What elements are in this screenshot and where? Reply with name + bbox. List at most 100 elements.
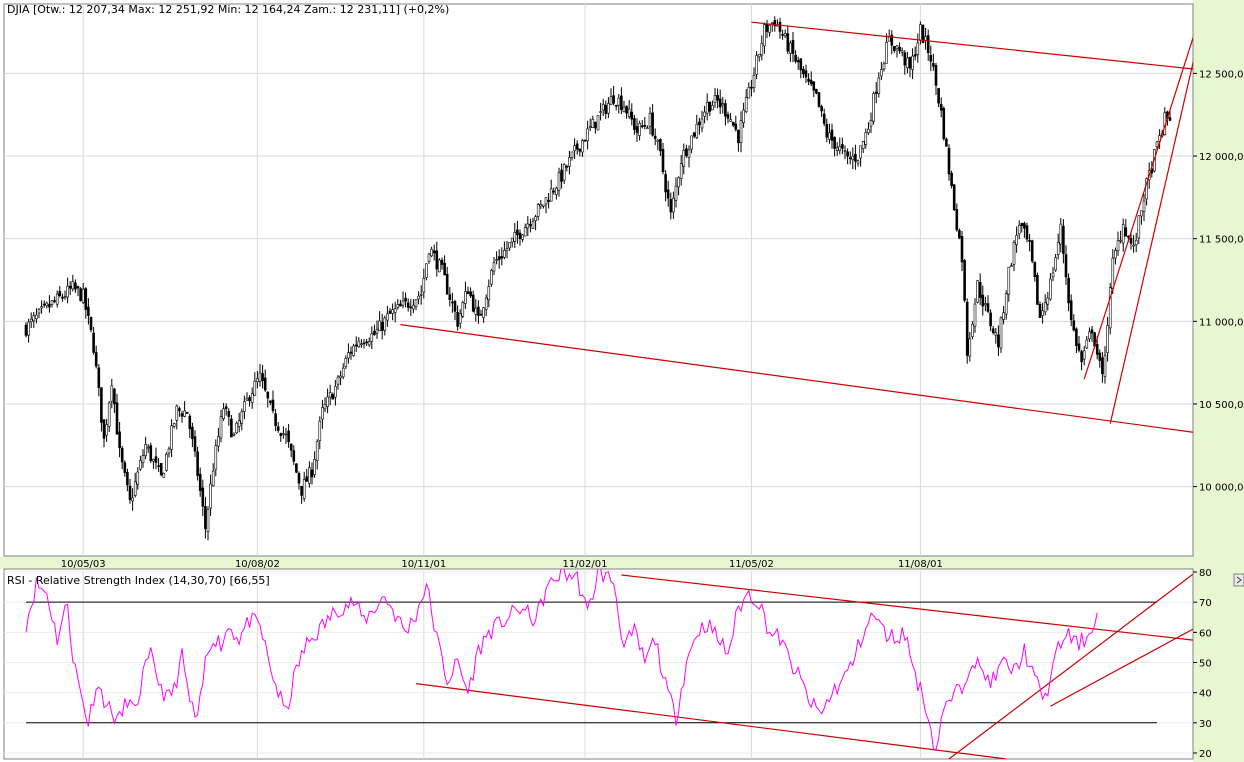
price-chart-title: DJIA [Otw.: 12 207,34 Max: 12 251,92 Min… bbox=[7, 3, 449, 16]
candle-body bbox=[339, 375, 342, 379]
candle-body bbox=[843, 150, 847, 152]
candle-body bbox=[841, 144, 844, 149]
candle-body bbox=[672, 197, 675, 213]
chevron-right-icon bbox=[1236, 576, 1242, 584]
candle-body bbox=[419, 293, 423, 296]
candle-body bbox=[677, 177, 680, 188]
candle-body bbox=[921, 24, 925, 44]
candle-body bbox=[378, 320, 381, 332]
candle-body bbox=[188, 415, 192, 430]
candle-body bbox=[1103, 355, 1107, 377]
candle-body bbox=[635, 126, 639, 133]
candle-body bbox=[328, 392, 332, 398]
candle-body bbox=[859, 145, 862, 159]
candle-body bbox=[230, 418, 233, 438]
candle-body bbox=[1002, 312, 1005, 320]
candle-body bbox=[768, 25, 771, 33]
candle-body bbox=[750, 86, 753, 89]
candle-body bbox=[471, 294, 475, 312]
date-tick-label: 10/05/03 bbox=[61, 559, 106, 570]
candle-body bbox=[74, 282, 77, 290]
candle-body bbox=[1132, 244, 1135, 247]
candle-body bbox=[825, 124, 829, 138]
candle-body bbox=[84, 288, 88, 310]
candle-body bbox=[695, 123, 699, 138]
candle-body bbox=[321, 407, 324, 420]
candle-body bbox=[443, 262, 446, 276]
date-tick-label: 11/02/01 bbox=[563, 559, 608, 570]
candle-body bbox=[115, 402, 119, 435]
price-trendline bbox=[400, 324, 1193, 433]
candle-body bbox=[172, 423, 176, 427]
candle-body bbox=[906, 57, 909, 68]
candle-body bbox=[393, 308, 397, 313]
candle-body bbox=[1155, 141, 1159, 148]
candle-body bbox=[625, 105, 628, 114]
candle-body bbox=[373, 331, 376, 335]
candle-body bbox=[248, 397, 251, 402]
candle-body bbox=[729, 119, 732, 122]
candle-body bbox=[989, 312, 992, 327]
candle-body bbox=[724, 103, 727, 117]
candle-body bbox=[812, 81, 816, 91]
date-tick-label: 10/08/02 bbox=[235, 559, 280, 570]
candle-body bbox=[370, 333, 374, 342]
candle-body bbox=[1012, 242, 1016, 265]
candle-body bbox=[1023, 223, 1026, 229]
rsi-axis-background bbox=[1193, 568, 1244, 762]
candle-body bbox=[1043, 302, 1047, 313]
candle-body bbox=[588, 126, 592, 128]
candle-body bbox=[516, 229, 519, 235]
candle-body bbox=[302, 479, 306, 499]
candle-body bbox=[570, 151, 574, 158]
candle-body bbox=[235, 422, 238, 434]
candle-body bbox=[952, 184, 956, 211]
candle-body bbox=[165, 453, 168, 471]
candle-body bbox=[848, 157, 852, 160]
rsi-tick-label: 50 bbox=[1199, 658, 1212, 669]
candle-body bbox=[284, 433, 288, 436]
candle-body bbox=[994, 332, 998, 336]
candle-body bbox=[542, 204, 545, 207]
candle-body bbox=[1090, 329, 1094, 334]
candle-body bbox=[399, 303, 402, 307]
candle-body bbox=[1049, 278, 1052, 300]
candle-body bbox=[292, 450, 296, 462]
rsi-panel-menu-button[interactable] bbox=[1233, 573, 1244, 587]
candle-body bbox=[609, 96, 613, 105]
candle-body bbox=[822, 113, 826, 124]
candle-body bbox=[237, 420, 241, 427]
candle-body bbox=[139, 460, 142, 470]
candle-body bbox=[1168, 117, 1172, 121]
candle-body bbox=[747, 86, 751, 99]
candle-body bbox=[765, 23, 769, 32]
candle-body bbox=[349, 351, 353, 354]
candle-body bbox=[243, 401, 246, 412]
candle-body bbox=[474, 307, 478, 315]
candle-body bbox=[89, 316, 93, 331]
candle-body bbox=[789, 42, 792, 54]
candle-body bbox=[809, 79, 813, 85]
candle-body bbox=[71, 281, 75, 290]
candle-body bbox=[417, 295, 420, 300]
candle-body bbox=[934, 65, 938, 86]
candle-body bbox=[500, 256, 504, 259]
candle-body bbox=[919, 24, 922, 41]
price-plot-area bbox=[3, 3, 1194, 557]
candle-body bbox=[1121, 224, 1125, 244]
candle-body bbox=[448, 294, 452, 300]
candle-body bbox=[604, 104, 608, 115]
candle-body bbox=[945, 138, 948, 147]
price-axis-background bbox=[1193, 0, 1244, 557]
candle-body bbox=[313, 459, 316, 475]
candle-body bbox=[690, 135, 693, 150]
candle-body bbox=[867, 128, 870, 134]
candle-body bbox=[495, 259, 498, 261]
candle-body bbox=[126, 471, 129, 486]
candle-body bbox=[27, 321, 30, 336]
candle-body bbox=[757, 53, 761, 58]
candle-body bbox=[802, 68, 805, 75]
candle-body bbox=[154, 456, 158, 463]
candle-body bbox=[375, 329, 379, 334]
candle-body bbox=[1056, 242, 1060, 255]
